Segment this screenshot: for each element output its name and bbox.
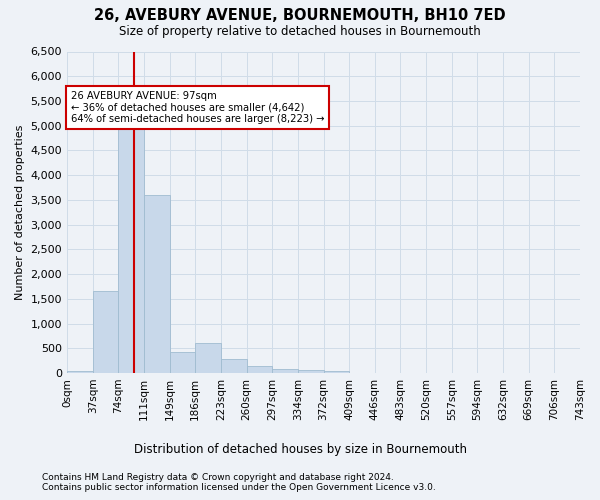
Bar <box>272 368 298 373</box>
Text: 26 AVEBURY AVENUE: 97sqm
← 36% of detached houses are smaller (4,642)
64% of sem: 26 AVEBURY AVENUE: 97sqm ← 36% of detach… <box>71 91 324 124</box>
Text: Distribution of detached houses by size in Bournemouth: Distribution of detached houses by size … <box>133 442 467 456</box>
Bar <box>67 370 92 373</box>
Bar <box>247 366 272 373</box>
Text: 26, AVEBURY AVENUE, BOURNEMOUTH, BH10 7ED: 26, AVEBURY AVENUE, BOURNEMOUTH, BH10 7E… <box>94 8 506 22</box>
Bar <box>323 371 349 373</box>
Bar <box>92 292 118 373</box>
Bar <box>118 123 144 373</box>
Bar <box>170 352 195 373</box>
Text: Contains HM Land Registry data © Crown copyright and database right 2024.: Contains HM Land Registry data © Crown c… <box>42 472 394 482</box>
Text: Size of property relative to detached houses in Bournemouth: Size of property relative to detached ho… <box>119 25 481 38</box>
Text: Contains public sector information licensed under the Open Government Licence v3: Contains public sector information licen… <box>42 482 436 492</box>
Bar <box>298 370 323 373</box>
Bar <box>221 359 247 373</box>
Y-axis label: Number of detached properties: Number of detached properties <box>15 124 25 300</box>
Bar <box>144 195 170 373</box>
Bar <box>195 344 221 373</box>
